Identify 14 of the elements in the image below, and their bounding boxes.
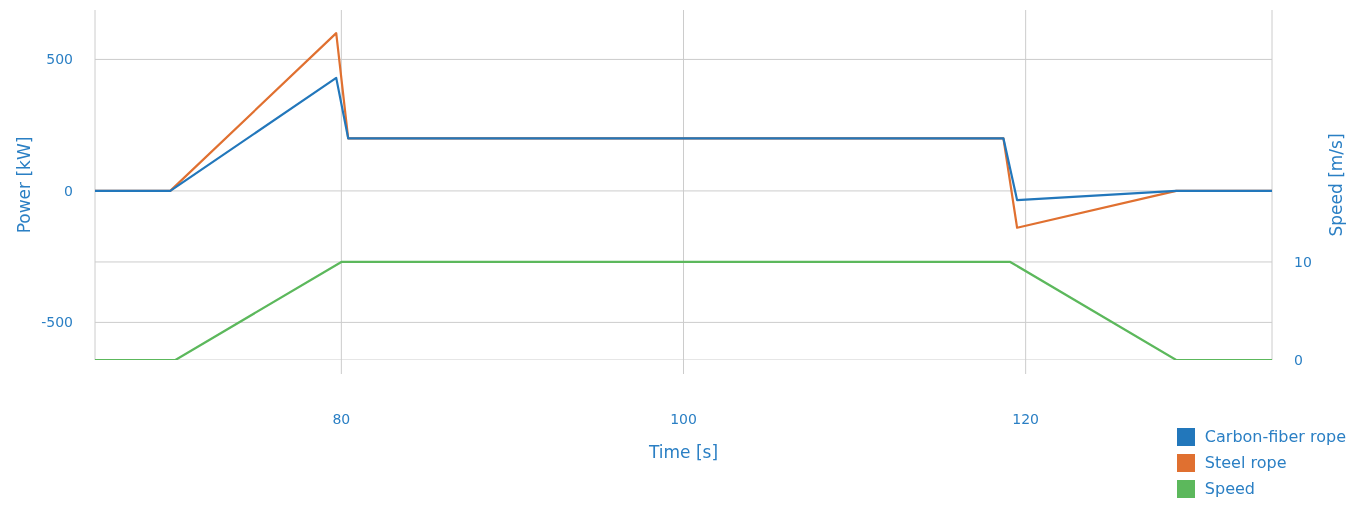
- y-tick-label: 0: [64, 182, 73, 199]
- y2-tick-label: 0: [1294, 351, 1303, 368]
- x-tick-label: 100: [670, 410, 697, 427]
- y2-tick-label: 10: [1294, 253, 1312, 270]
- y2-axis-title: Speed [m/s]: [1326, 133, 1347, 237]
- y-tick-label: 500: [46, 51, 73, 68]
- legend-label: Carbon-fiber rope: [1204, 426, 1346, 448]
- y-tick-label: -500: [41, 314, 73, 331]
- y-axis-title: Power [kW]: [14, 136, 35, 234]
- legend-label: Speed: [1204, 478, 1255, 500]
- x-axis-title: Time [s]: [647, 442, 719, 463]
- legend-label: Steel rope: [1204, 452, 1287, 474]
- x-tick-label: 120: [1012, 410, 1040, 427]
- x-tick-label: 80: [332, 410, 351, 427]
